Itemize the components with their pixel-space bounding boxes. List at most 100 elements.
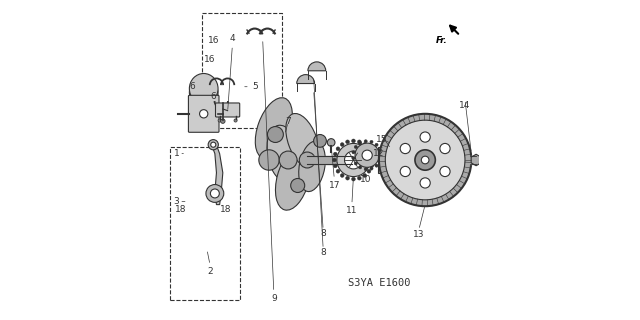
Text: 7: 7 bbox=[285, 117, 291, 126]
Circle shape bbox=[378, 148, 381, 151]
Circle shape bbox=[351, 139, 355, 143]
Circle shape bbox=[421, 156, 429, 164]
Circle shape bbox=[385, 120, 465, 200]
Ellipse shape bbox=[255, 98, 292, 159]
Bar bbox=[202, 13, 282, 128]
Circle shape bbox=[367, 147, 371, 151]
Circle shape bbox=[346, 176, 349, 180]
Circle shape bbox=[440, 166, 450, 177]
Text: 8: 8 bbox=[320, 248, 326, 257]
Circle shape bbox=[370, 167, 373, 170]
Circle shape bbox=[352, 156, 355, 160]
Text: S3YA E1600: S3YA E1600 bbox=[348, 278, 410, 288]
Circle shape bbox=[400, 143, 410, 154]
Circle shape bbox=[340, 143, 344, 147]
Circle shape bbox=[333, 164, 337, 168]
Circle shape bbox=[291, 179, 305, 193]
Circle shape bbox=[420, 132, 430, 142]
Text: 5: 5 bbox=[252, 82, 257, 91]
Bar bbox=[380, 147, 385, 173]
Ellipse shape bbox=[286, 114, 319, 168]
Ellipse shape bbox=[299, 141, 325, 192]
Circle shape bbox=[352, 151, 355, 154]
Ellipse shape bbox=[267, 125, 300, 182]
Text: 12: 12 bbox=[373, 149, 385, 158]
Circle shape bbox=[234, 119, 237, 122]
Circle shape bbox=[400, 166, 410, 177]
Text: 18: 18 bbox=[220, 205, 232, 214]
Circle shape bbox=[211, 142, 216, 147]
Circle shape bbox=[386, 155, 396, 165]
Circle shape bbox=[363, 143, 367, 147]
Wedge shape bbox=[297, 75, 315, 84]
Circle shape bbox=[354, 162, 357, 165]
Circle shape bbox=[206, 185, 224, 202]
Circle shape bbox=[211, 189, 220, 198]
Text: Fr.: Fr. bbox=[436, 36, 448, 45]
Circle shape bbox=[354, 145, 357, 148]
Text: 16: 16 bbox=[204, 55, 216, 64]
Bar bbox=[378, 147, 387, 173]
Wedge shape bbox=[308, 62, 326, 71]
Text: 3: 3 bbox=[173, 197, 179, 206]
Text: 13: 13 bbox=[413, 230, 424, 239]
Text: 14: 14 bbox=[460, 101, 470, 110]
Circle shape bbox=[333, 152, 337, 156]
Circle shape bbox=[336, 147, 340, 151]
Text: 6: 6 bbox=[211, 92, 216, 101]
Text: 4: 4 bbox=[230, 35, 235, 44]
Circle shape bbox=[440, 143, 450, 154]
Circle shape bbox=[355, 143, 380, 167]
Text: 17: 17 bbox=[328, 181, 340, 190]
Circle shape bbox=[375, 143, 378, 146]
Circle shape bbox=[218, 119, 221, 122]
Circle shape bbox=[221, 119, 225, 123]
Circle shape bbox=[346, 140, 349, 144]
Ellipse shape bbox=[189, 74, 218, 104]
Text: 8: 8 bbox=[320, 229, 326, 238]
Circle shape bbox=[268, 126, 284, 142]
Circle shape bbox=[363, 173, 367, 177]
Circle shape bbox=[379, 114, 471, 206]
Text: 2: 2 bbox=[207, 267, 213, 276]
Circle shape bbox=[364, 140, 367, 143]
Circle shape bbox=[375, 164, 378, 167]
Circle shape bbox=[336, 169, 340, 173]
Ellipse shape bbox=[189, 87, 218, 105]
Circle shape bbox=[380, 154, 383, 157]
Circle shape bbox=[337, 143, 370, 177]
Circle shape bbox=[364, 168, 367, 171]
Polygon shape bbox=[210, 141, 223, 204]
Bar bbox=[170, 147, 241, 300]
Circle shape bbox=[358, 176, 361, 180]
Circle shape bbox=[200, 110, 208, 118]
Text: 10: 10 bbox=[360, 175, 372, 184]
Circle shape bbox=[367, 169, 371, 173]
Circle shape bbox=[358, 140, 361, 144]
Circle shape bbox=[358, 166, 362, 169]
Circle shape bbox=[358, 141, 362, 145]
Circle shape bbox=[344, 151, 362, 169]
Circle shape bbox=[332, 158, 336, 162]
Circle shape bbox=[340, 173, 344, 177]
Circle shape bbox=[378, 159, 381, 163]
Circle shape bbox=[314, 134, 326, 147]
Circle shape bbox=[279, 151, 297, 169]
Circle shape bbox=[351, 177, 355, 181]
Circle shape bbox=[362, 150, 372, 160]
Circle shape bbox=[370, 140, 373, 143]
Text: 16: 16 bbox=[207, 36, 219, 45]
Text: 6: 6 bbox=[189, 82, 195, 91]
Circle shape bbox=[370, 164, 374, 168]
Circle shape bbox=[371, 158, 374, 162]
Circle shape bbox=[208, 140, 218, 150]
Circle shape bbox=[420, 178, 430, 188]
Text: 1: 1 bbox=[173, 149, 179, 158]
Ellipse shape bbox=[275, 148, 310, 210]
Circle shape bbox=[370, 152, 374, 156]
Circle shape bbox=[327, 139, 335, 146]
Text: 15: 15 bbox=[376, 135, 388, 144]
FancyBboxPatch shape bbox=[216, 103, 240, 117]
Circle shape bbox=[415, 150, 435, 170]
FancyBboxPatch shape bbox=[188, 95, 219, 132]
